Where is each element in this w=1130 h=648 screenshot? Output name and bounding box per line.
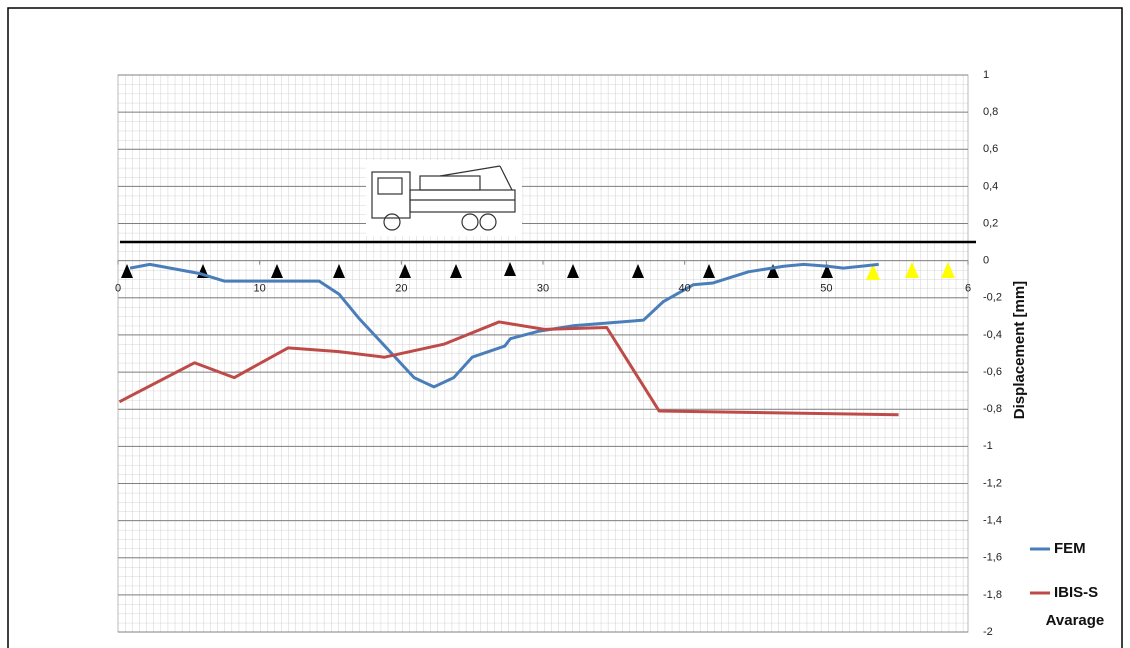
y-tick-label: -1,6	[983, 552, 1002, 564]
y-tick-label: -1,2	[983, 477, 1002, 489]
legend-label: IBIS-S Avarage	[1042, 584, 1104, 629]
y-tick-label: 0,6	[983, 143, 998, 155]
x-tick-label: 0	[115, 283, 121, 295]
y-tick-label: 0,8	[983, 106, 998, 118]
x-tick-label: 6	[965, 283, 971, 295]
y-tick-label: -2	[983, 626, 993, 638]
y-tick-label: -0,2	[983, 292, 1002, 304]
y-tick-label: 0,2	[983, 217, 998, 229]
x-tick-label: 20	[395, 283, 407, 295]
x-tick-label: 10	[254, 283, 266, 295]
y-tick-label: -1,4	[983, 515, 1002, 527]
lines	[118, 262, 899, 417]
support-markers	[121, 262, 955, 280]
grid	[117, 74, 969, 633]
y-tick-label: -1	[983, 440, 993, 452]
x-tick-label: 40	[679, 283, 691, 295]
y-tick-label: -0,4	[983, 329, 1002, 341]
series-line	[118, 320, 899, 417]
y-tick-label: -0,8	[983, 403, 1002, 415]
y-tick-label: 0,4	[983, 180, 998, 192]
truck-illustration	[366, 160, 522, 236]
x-tick-label: 30	[537, 283, 549, 295]
y-tick-label: -0,6	[983, 366, 1002, 378]
y-axis-label: Displacement [mm]	[1011, 281, 1028, 419]
x-tick-label: 50	[820, 283, 832, 295]
series-line	[129, 262, 879, 389]
y-tick-label: 1	[983, 69, 989, 81]
labels: 1 0,8 0,6 0,4 0,2 0 -0,2 -0,4 -0,6 -0,8 -1 -1,2 -1,4…	[115, 69, 1104, 638]
y-tick-label: -1,8	[983, 589, 1002, 601]
legend-label: FEM	[1054, 540, 1086, 557]
minor-grid	[117, 74, 969, 633]
y-tick-label: 0	[983, 255, 989, 267]
